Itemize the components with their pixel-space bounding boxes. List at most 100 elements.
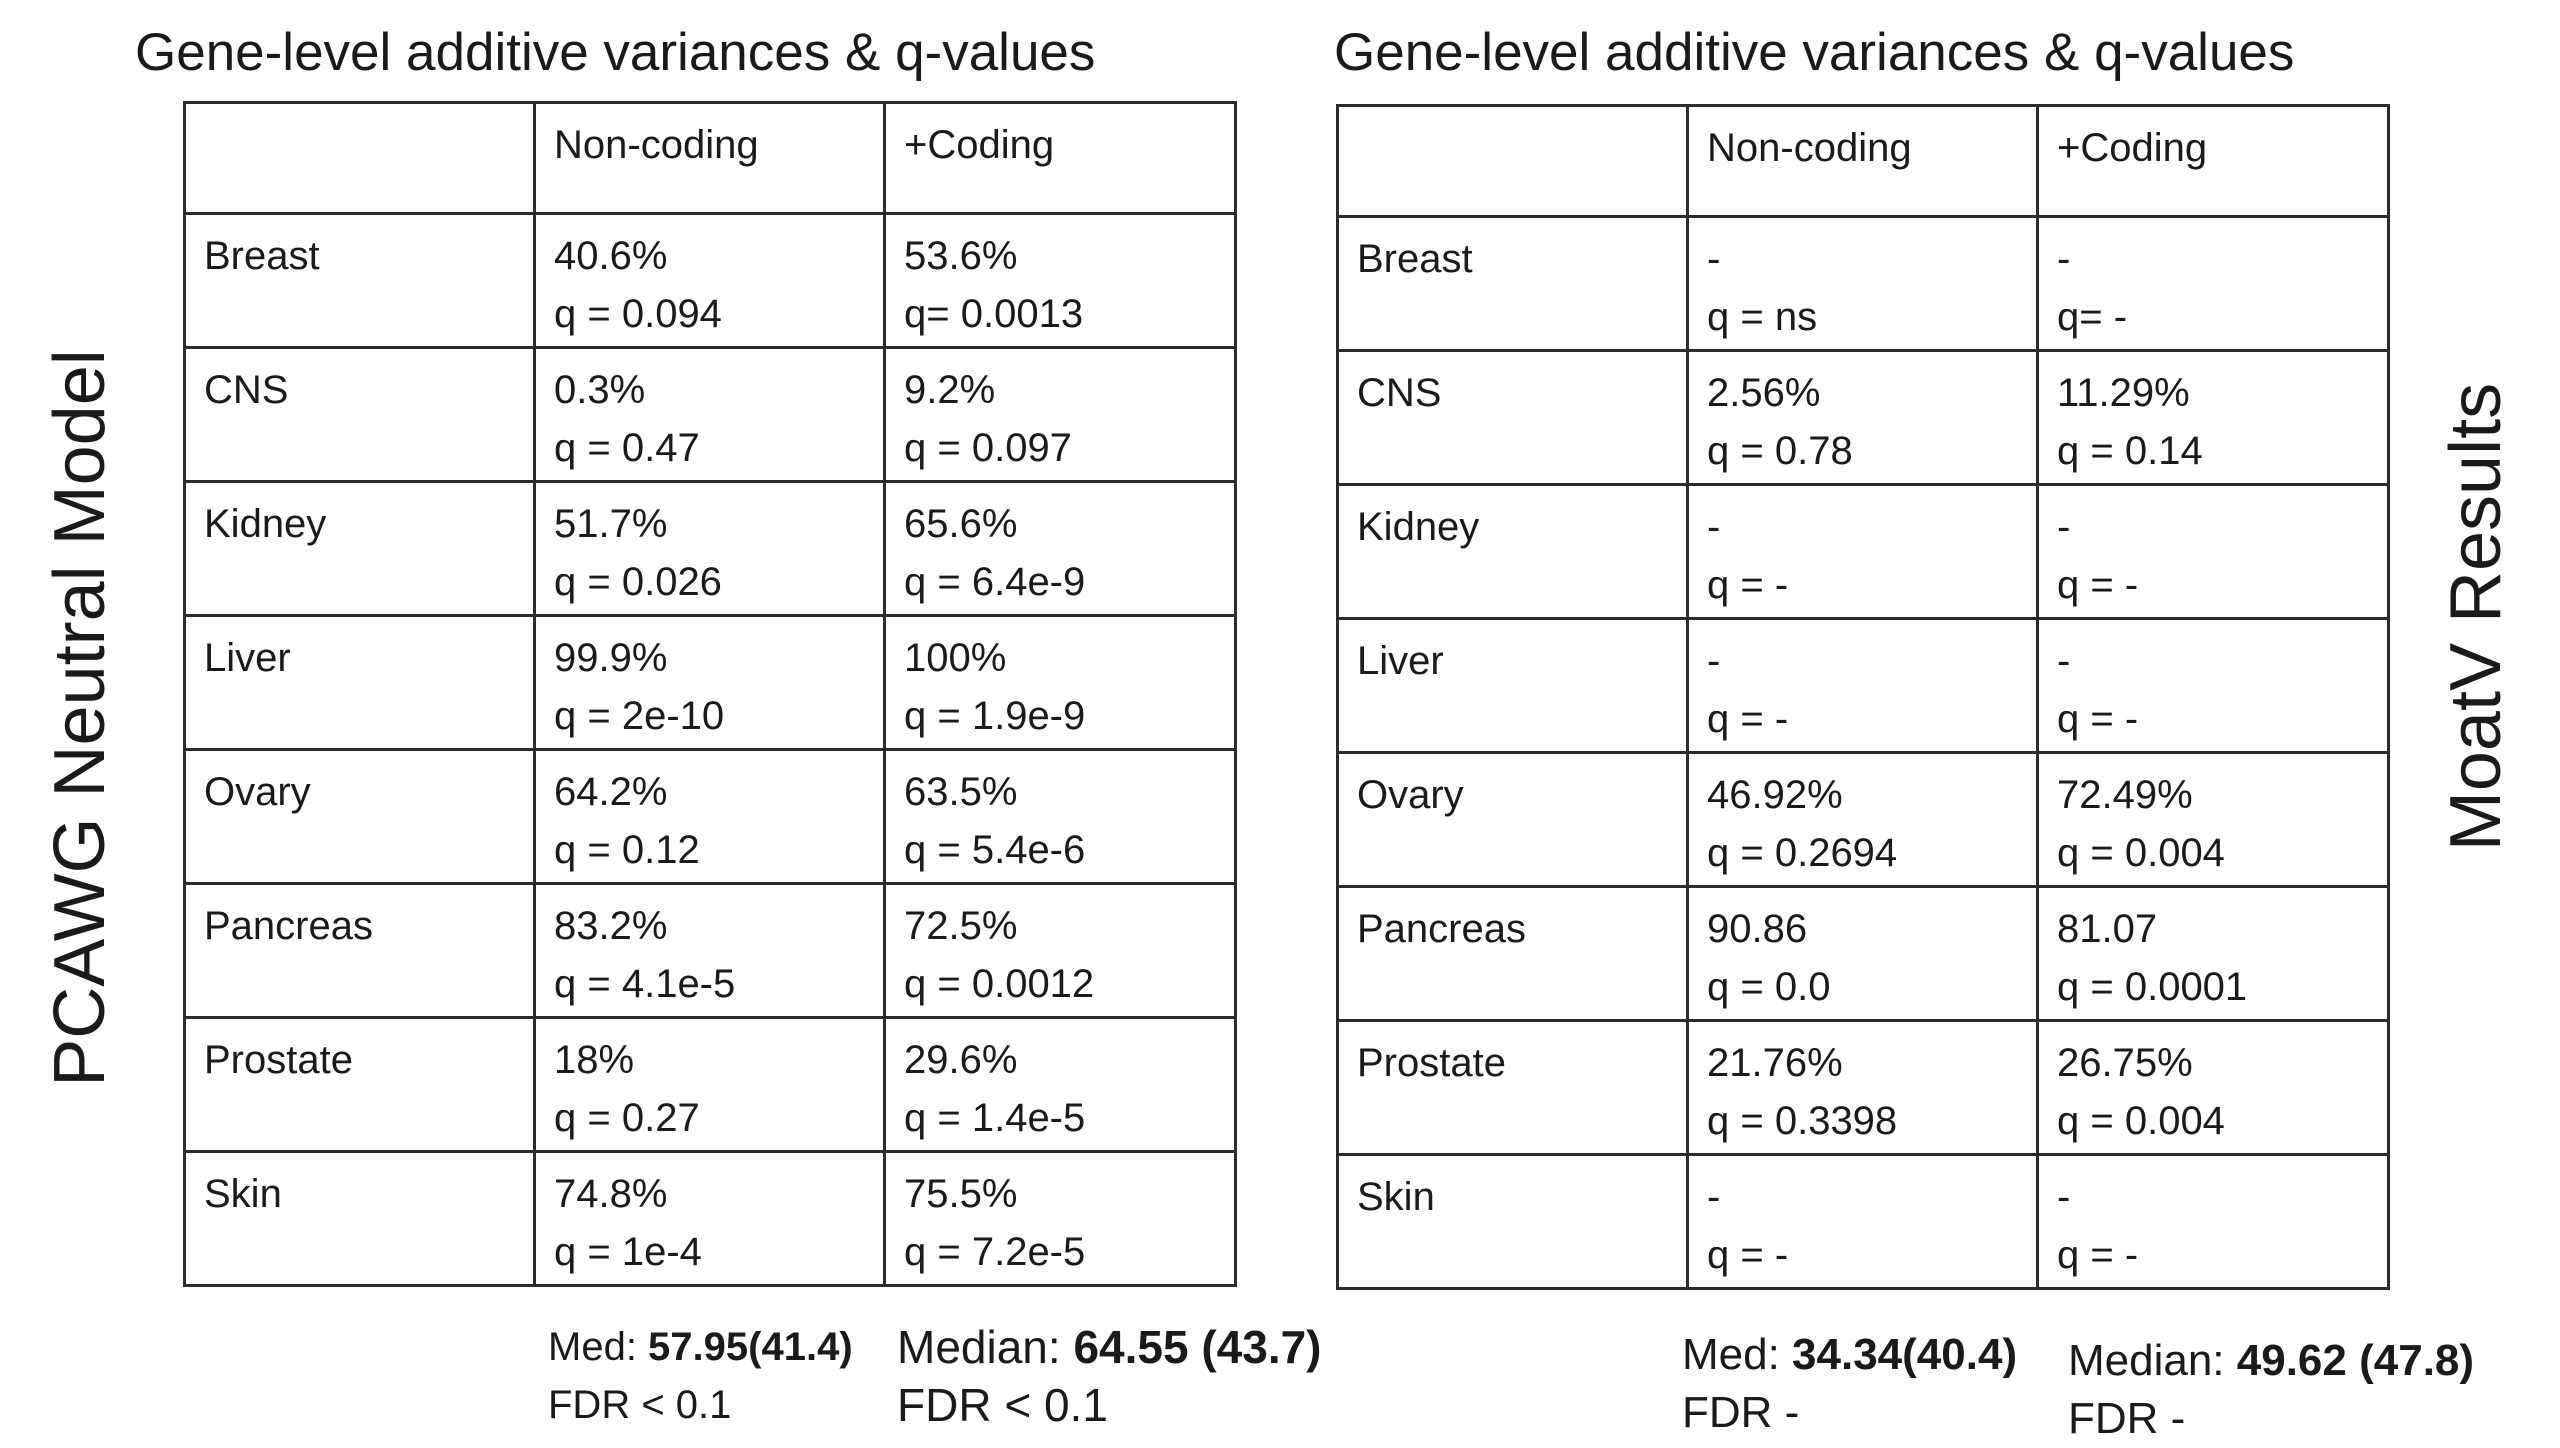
table-row: Prostate 18% q = 0.27 29.6% q = 1.4e-5 [183,1016,1237,1153]
coding-cell: 65.6% q = 6.4e-9 [883,480,1237,617]
median-value: 34.34(40.4) [1792,1330,2018,1379]
fdr-line: FDR - [1682,1388,1800,1437]
left-table-title: Gene-level additive variances & q-values [135,23,1096,82]
variance-value: 81.07 [2057,907,2158,951]
coding-cell: 63.5% q = 5.4e-6 [883,748,1237,885]
right-coding-summary: Median: 49.62 (47.8) FDR - [2068,1332,2474,1448]
coding-cell: 11.29% q = 0.14 [2036,349,2390,486]
right-results-table: Non-coding +Coding Breast -q = ns - q= - … [1336,104,2390,1290]
variance-value: 74.8% [554,1172,668,1216]
noncoding-cell: 2.56% q = 0.78 [1686,349,2039,486]
variance-value: 65.6% [904,502,1018,546]
q-value: q = 0.097 [904,426,1072,470]
noncoding-cell: 0.3% q = 0.47 [533,346,886,483]
q-value: q = 0.3398 [1707,1099,1898,1143]
variance-value: - [2057,1175,2071,1219]
header-cell-coding: +Coding [2036,104,2390,218]
fdr-line: FDR < 0.1 [548,1383,732,1427]
variance-value: 21.76% [1707,1041,1843,1085]
row-label: Skin [183,1150,536,1287]
table-row: Ovary 46.92% q = 0.2694 72.49% q = 0.004 [1336,751,2390,888]
q-value: q = - [2057,697,2139,741]
coding-cell: 26.75% q = 0.004 [2036,1019,2390,1156]
header-cell-empty [1336,104,1689,218]
table-row: Liver - q = - - q = - [1336,617,2390,754]
q-value: q = 6.4e-9 [904,560,1086,604]
q-value: q = 0.47 [554,426,700,470]
noncoding-cell: 46.92% q = 0.2694 [1686,751,2039,888]
coding-cell: 75.5% q = 7.2e-5 [883,1150,1237,1287]
variance-value: - [1707,639,1721,683]
variance-value: 72.5% [904,904,1018,948]
q-value: q = 0.27 [554,1096,700,1140]
noncoding-cell: 51.7% q = 0.026 [533,480,886,617]
fdr-line: FDR < 0.1 [897,1379,1108,1431]
median-line: Med: 57.95(41.4) [548,1318,853,1376]
q-value: q = - [2057,563,2139,607]
coding-cell: 9.2% q = 0.097 [883,346,1237,483]
variance-value: 63.5% [904,770,1018,814]
variance-value: 29.6% [904,1038,1018,1082]
row-label: Prostate [1336,1019,1689,1156]
row-label: Ovary [1336,751,1689,888]
coding-cell: 72.5% q = 0.0012 [883,882,1237,1019]
median-value: 57.95(41.4) [648,1325,853,1369]
variance-value: 72.49% [2057,773,2193,817]
q-value: q = 7.2e-5 [904,1230,1086,1274]
q-value: q= - [2057,295,2128,339]
q-value: q = 2e-10 [554,694,725,738]
median-prefix: Med: [548,1325,649,1369]
row-label: Breast [1336,215,1689,352]
variance-value: - [1707,1175,1721,1219]
header-cell-noncoding: Non-coding [533,101,886,215]
variance-value: 40.6% [554,234,668,278]
right-side-label: MoatV Results [2436,382,2516,852]
left-results-table: Non-coding +Coding Breast 40.6% q = 0.094… [183,101,1237,1287]
q-value: q = 5.4e-6 [904,828,1086,872]
right-table-title: Gene-level additive variances & q-values [1334,23,2295,82]
row-label: Kidney [183,480,536,617]
row-label: Liver [1336,617,1689,754]
left-side-label: PCAWG Neutral Model [40,349,120,1087]
table-row: Liver 99.9% q = 2e-10 100% q = 1.9e-9 [183,614,1237,751]
variance-value: - [2057,639,2071,683]
variance-value: 100% [904,636,1007,680]
coding-cell: - q = - [2036,1153,2390,1290]
table-row: CNS 0.3% q = 0.47 9.2% q = 0.097 [183,346,1237,483]
coding-cell: 53.6% q= 0.0013 [883,212,1237,349]
q-value: q = - [1707,697,1789,741]
noncoding-cell: 83.2% q = 4.1e-5 [533,882,886,1019]
q-value: q = 0.004 [2057,831,2225,875]
row-label: CNS [183,346,536,483]
table-row: Kidney 51.7% q = 0.026 65.6% q = 6.4e-9 [183,480,1237,617]
table-header-row: Non-coding +Coding [1336,104,2390,218]
noncoding-cell: 21.76% q = 0.3398 [1686,1019,2039,1156]
variance-value: - [2057,505,2071,549]
noncoding-cell: 64.2% q = 0.12 [533,748,886,885]
fdr-line: FDR - [2068,1394,2186,1443]
q-value: q= 0.0013 [904,292,1084,336]
q-value: q = - [1707,1233,1789,1277]
row-label: Pancreas [1336,885,1689,1022]
noncoding-cell: 99.9% q = 2e-10 [533,614,886,751]
q-value: q = 0.2694 [1707,831,1898,875]
q-value: q = 0.026 [554,560,722,604]
table-row: Breast 40.6% q = 0.094 53.6% q= 0.0013 [183,212,1237,349]
median-value: 49.62 (47.8) [2236,1336,2475,1385]
header-cell-empty [183,101,536,215]
median-prefix: Median: [2068,1336,2237,1385]
q-value: q = 0.0012 [904,962,1095,1006]
variance-value: 11.29% [2057,371,2190,415]
right-noncoding-summary: Med: 34.34(40.4) FDR - [1682,1326,2017,1442]
noncoding-cell: - q = - [1686,483,2039,620]
variance-value: 99.9% [554,636,668,680]
table-row: Skin 74.8% q = 1e-4 75.5% q = 7.2e-5 [183,1150,1237,1287]
table-row: CNS 2.56% q = 0.78 11.29% q = 0.14 [1336,349,2390,486]
table-row: Breast - q = ns - q= - [1336,215,2390,352]
variance-value: 90.86 [1707,907,1808,951]
variance-value: 0.3% [554,368,646,412]
q-value: q = 0.12 [554,828,700,872]
median-line: Median: 64.55 (43.7) [897,1318,1322,1376]
coding-cell: 100% q = 1.9e-9 [883,614,1237,751]
median-line: Median: 49.62 (47.8) [2068,1332,2474,1390]
